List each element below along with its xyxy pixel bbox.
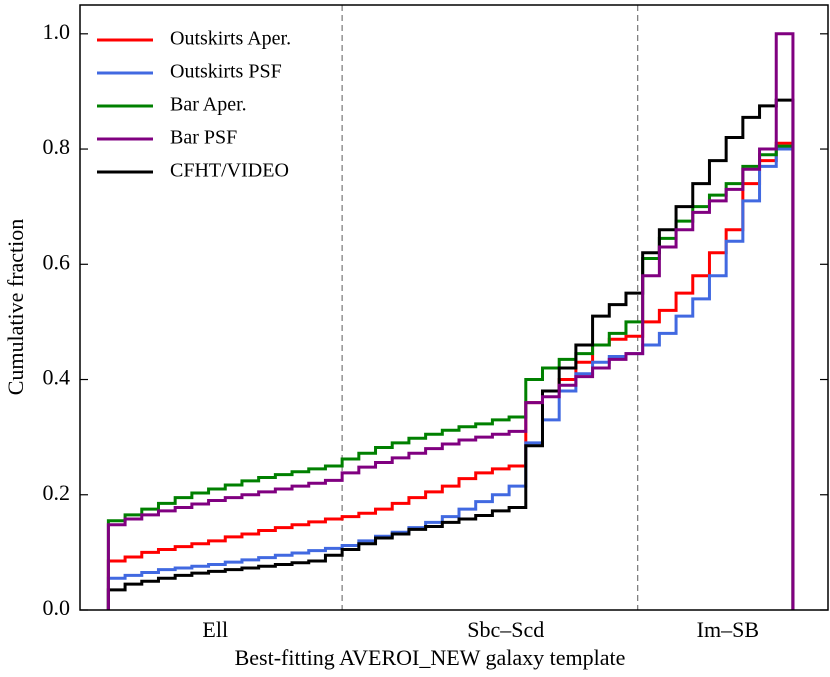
step-line xyxy=(106,147,795,610)
step-line xyxy=(106,98,795,610)
step-line xyxy=(106,32,795,610)
y-tick-label: 0.4 xyxy=(43,365,71,390)
y-tick-label: 1.0 xyxy=(43,19,71,44)
legend-label: Outskirts PSF xyxy=(170,61,282,83)
x-tick-label: Ell xyxy=(202,617,228,642)
step-line xyxy=(106,144,795,610)
x-tick-label: Sbc–Scd xyxy=(467,617,544,642)
legend-label: Bar PSF xyxy=(170,127,237,149)
y-tick-label: 0.2 xyxy=(43,480,71,505)
legend-label: Bar Aper. xyxy=(170,94,247,116)
step-line xyxy=(106,141,795,610)
legend-label: CFHT/VIDEO xyxy=(170,160,289,182)
plot-frame xyxy=(79,4,829,611)
y-tick-label: 0.8 xyxy=(43,134,71,159)
y-axis-label: Cumulative fraction xyxy=(3,219,28,396)
x-axis-label: Best-fitting AVEROI_NEW galaxy template xyxy=(235,645,626,670)
legend-label: Outskirts Aper. xyxy=(170,28,291,50)
y-tick-label: 0.0 xyxy=(43,595,71,620)
x-tick-label: Im–SB xyxy=(697,617,759,642)
y-tick-label: 0.6 xyxy=(43,249,71,274)
